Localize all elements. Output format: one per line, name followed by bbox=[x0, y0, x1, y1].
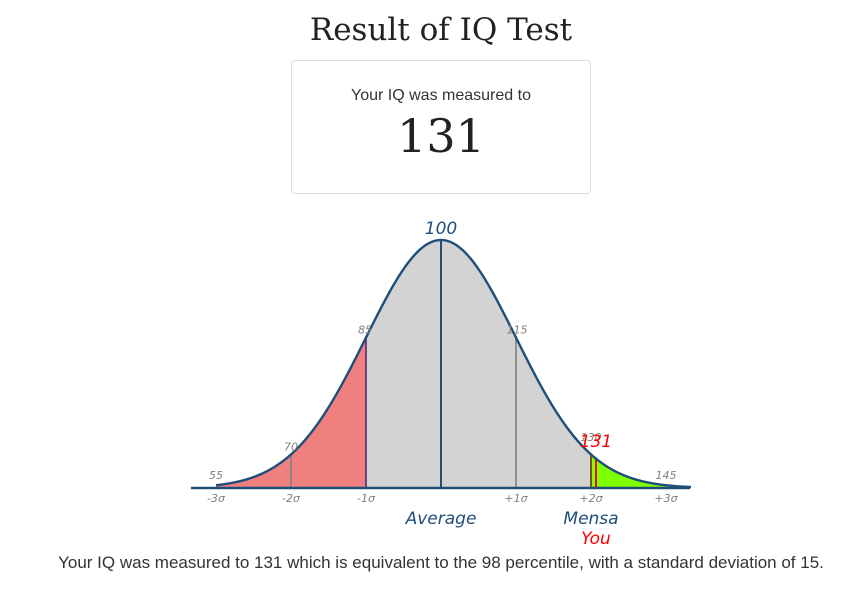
sigma-tick-label: +2σ bbox=[579, 492, 603, 505]
value-label-55: 55 bbox=[209, 469, 223, 482]
distribution-curve bbox=[215, 238, 692, 489]
page-title: Result of IQ Test bbox=[309, 12, 573, 48]
value-label-85: 85 bbox=[358, 324, 372, 337]
sigma-tick-label: -2σ bbox=[282, 492, 301, 505]
your-score-value-label: 131 bbox=[580, 432, 612, 452]
result-card: Your IQ was measured to 131 bbox=[291, 60, 591, 194]
sigma-tick-label: +3σ bbox=[654, 492, 678, 505]
sigma-tick-label: -3σ bbox=[207, 492, 226, 505]
value-label-145: 145 bbox=[656, 469, 677, 482]
result-label: Your IQ was measured to bbox=[351, 87, 531, 104]
result-summary: Your IQ was measured to 131 which is equ… bbox=[58, 553, 824, 572]
above-mensa-area bbox=[591, 454, 691, 488]
sigma-tick-label: +1σ bbox=[504, 492, 528, 505]
mean-value-label: 100 bbox=[425, 219, 457, 239]
iq-score: 131 bbox=[397, 109, 485, 163]
mensa-caption: Mensa bbox=[563, 509, 618, 529]
mensa-value-label: 130 bbox=[581, 431, 602, 444]
value-label-70: 70 bbox=[284, 440, 298, 453]
you-caption: You bbox=[581, 529, 611, 549]
below-minus-one-sigma-area bbox=[216, 337, 366, 488]
average-caption: Average bbox=[405, 509, 477, 529]
sigma-tick-label: -1σ bbox=[357, 492, 376, 505]
value-label-115: 115 bbox=[507, 324, 528, 337]
